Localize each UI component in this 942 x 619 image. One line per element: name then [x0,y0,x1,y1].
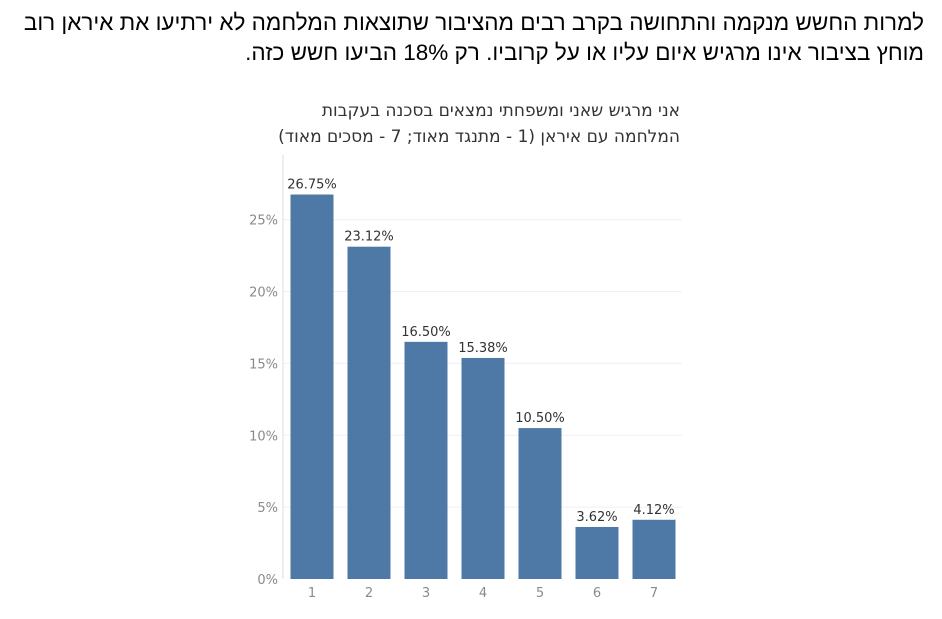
y-tick-label: 5% [257,501,278,516]
chart-title-line-2: המלחמה עם איראן (1 - מתנגד מאוד; 7 - מסכ… [278,127,680,147]
x-tick-label: 2 [365,586,373,601]
bar [518,428,562,579]
intro-paragraph: למרות החשש מנקמה והתחושה בקרב רבים מהציב… [23,10,924,65]
data-label: 23.12% [344,230,394,245]
bar [347,246,391,580]
data-label: 16.50% [401,325,451,340]
data-label: 10.50% [515,411,565,426]
bar [575,526,619,579]
y-tick-label: 15% [249,357,278,372]
x-tick-label: 4 [479,586,487,601]
data-label: 15.38% [458,341,508,356]
bar [461,357,505,579]
chart-title-line-1: אני מרגיש שאני ומשפחתי נמצאים בסכנה בעקב… [321,101,680,121]
data-label: 3.62% [576,510,617,525]
x-tick-label: 7 [650,586,658,601]
x-tick-label: 3 [422,586,430,601]
y-tick-label: 20% [249,286,278,301]
bar [290,194,334,579]
bar [632,519,676,579]
y-tick-label: 25% [249,214,278,229]
data-label: 26.75% [287,178,337,193]
x-tick-label: 6 [593,586,601,601]
x-tick-label: 1 [308,586,316,601]
y-tick-label: 10% [249,429,278,444]
bar [404,341,448,579]
y-tick-label: 0% [257,573,278,588]
data-label: 4.12% [633,503,674,518]
chart-title: אני מרגיש שאני ומשפחתי נמצאים בסכנה בעקב… [240,98,680,150]
x-tick-label: 5 [536,586,544,601]
